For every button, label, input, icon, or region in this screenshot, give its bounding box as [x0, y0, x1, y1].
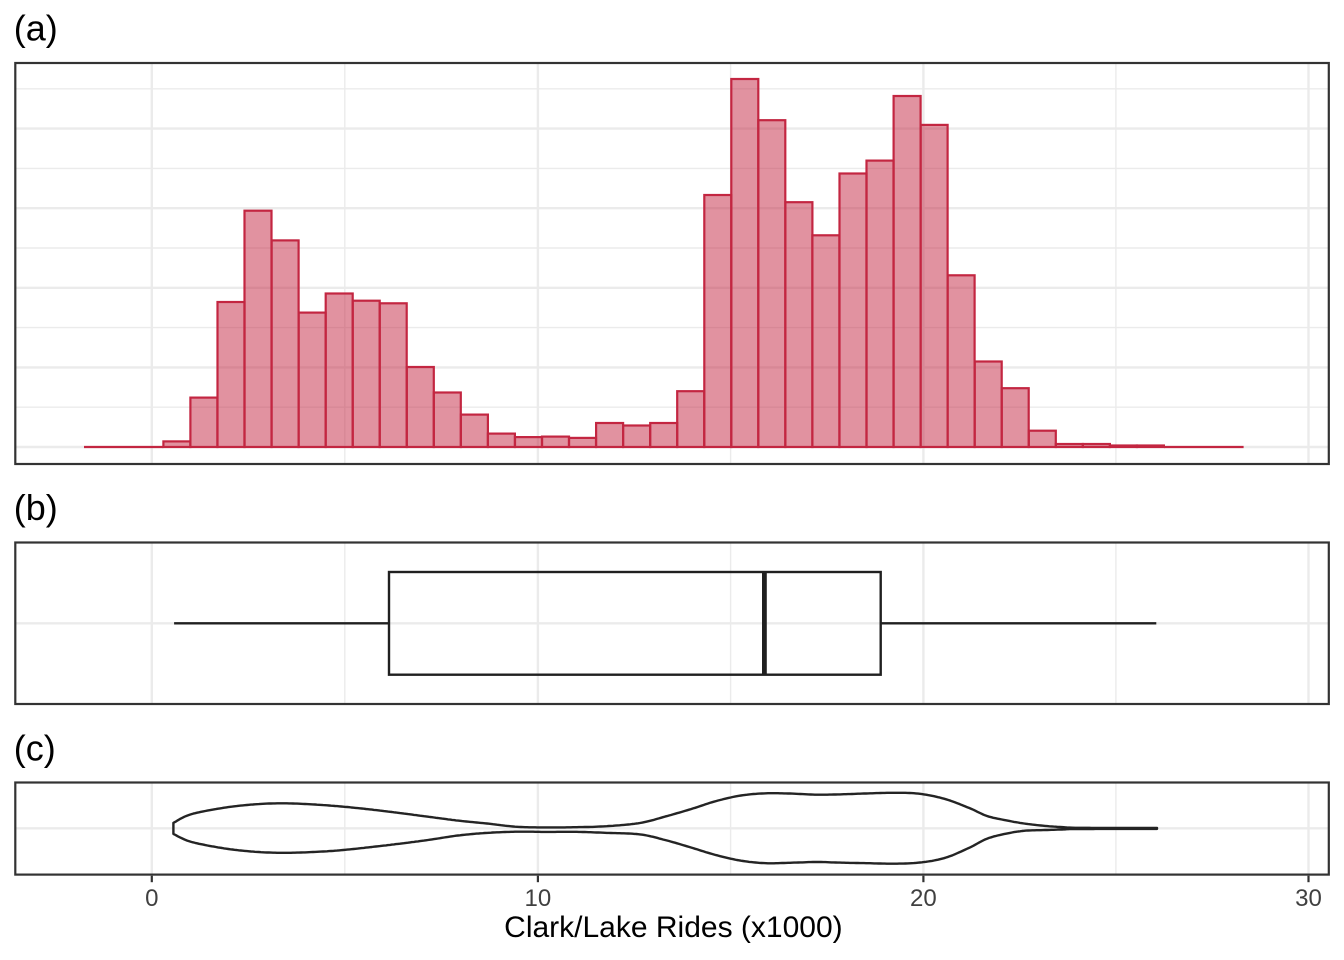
svg-text:(b): (b): [14, 487, 58, 528]
svg-text:30: 30: [1295, 885, 1322, 912]
svg-text:0: 0: [145, 885, 158, 912]
svg-text:Clark/Lake Rides (x1000): Clark/Lake Rides (x1000): [504, 911, 842, 944]
svg-text:(a): (a): [14, 8, 58, 49]
svg-text:(c): (c): [14, 727, 56, 768]
svg-text:20: 20: [910, 885, 937, 912]
svg-text:10: 10: [525, 885, 552, 912]
